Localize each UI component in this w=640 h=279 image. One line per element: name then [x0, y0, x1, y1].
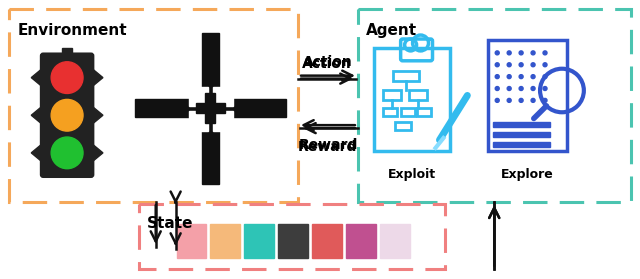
Circle shape: [51, 99, 83, 131]
Bar: [135, 99, 286, 117]
Text: Reward: Reward: [298, 138, 358, 152]
Circle shape: [507, 98, 511, 102]
Bar: [380, 224, 410, 258]
Bar: [312, 224, 342, 258]
Text: Explore: Explore: [500, 168, 554, 181]
Bar: [189, 111, 209, 131]
Circle shape: [495, 51, 499, 55]
Bar: [408, 90, 426, 100]
Bar: [493, 132, 550, 137]
Circle shape: [507, 51, 511, 55]
Circle shape: [531, 86, 535, 90]
Circle shape: [543, 98, 547, 102]
Bar: [493, 122, 550, 127]
Bar: [189, 86, 209, 106]
Bar: [211, 224, 241, 258]
Bar: [383, 90, 401, 100]
Circle shape: [495, 75, 499, 79]
Bar: [214, 111, 234, 131]
Bar: [493, 142, 550, 147]
Bar: [244, 224, 274, 258]
Polygon shape: [91, 105, 103, 125]
Bar: [395, 122, 411, 130]
Polygon shape: [91, 68, 103, 88]
FancyBboxPatch shape: [41, 54, 93, 177]
Bar: [383, 108, 397, 116]
Circle shape: [531, 98, 535, 102]
Circle shape: [543, 86, 547, 90]
Text: Exploit: Exploit: [388, 168, 436, 181]
Bar: [62, 48, 72, 58]
Circle shape: [519, 86, 523, 90]
Circle shape: [519, 51, 523, 55]
Bar: [202, 33, 220, 184]
Polygon shape: [31, 105, 44, 125]
Circle shape: [495, 86, 499, 90]
Text: Reward: Reward: [298, 140, 356, 154]
Bar: [214, 86, 234, 106]
Bar: [10, 9, 298, 202]
Circle shape: [495, 98, 499, 102]
Circle shape: [519, 98, 523, 102]
Polygon shape: [31, 68, 44, 88]
Circle shape: [543, 51, 547, 55]
Circle shape: [507, 75, 511, 79]
Circle shape: [543, 63, 547, 67]
Bar: [139, 204, 445, 269]
Circle shape: [519, 75, 523, 79]
Circle shape: [543, 75, 547, 79]
Bar: [278, 224, 308, 258]
Bar: [196, 103, 225, 113]
Circle shape: [531, 63, 535, 67]
Circle shape: [519, 63, 523, 67]
Polygon shape: [91, 143, 103, 163]
Text: Environment: Environment: [17, 23, 127, 38]
Bar: [205, 93, 216, 123]
Bar: [177, 224, 207, 258]
Circle shape: [51, 62, 83, 93]
Text: Action: Action: [303, 55, 353, 69]
Circle shape: [507, 63, 511, 67]
Text: State: State: [147, 216, 193, 231]
Bar: [417, 108, 431, 116]
Bar: [358, 9, 630, 202]
Bar: [346, 224, 376, 258]
Circle shape: [51, 137, 83, 169]
Circle shape: [531, 51, 535, 55]
Circle shape: [495, 63, 499, 67]
Polygon shape: [31, 143, 44, 163]
Bar: [401, 108, 415, 116]
Text: Action: Action: [302, 57, 352, 71]
Text: Agent: Agent: [366, 23, 417, 38]
Bar: [393, 71, 419, 81]
Circle shape: [531, 75, 535, 79]
Circle shape: [507, 86, 511, 90]
